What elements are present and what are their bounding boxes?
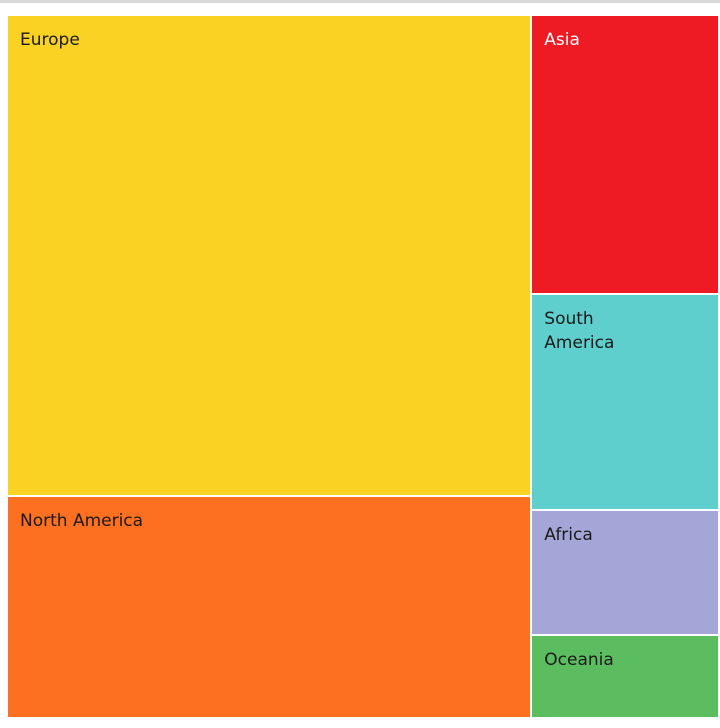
top-divider [0, 0, 720, 3]
tile-label-europe: Europe [20, 30, 80, 50]
tile-europe[interactable]: Europe [7, 15, 532, 496]
tile-south-america[interactable]: South America [531, 293, 719, 511]
tile-label-south-america: South America [544, 308, 615, 353]
tile-label-north-america: North America [20, 510, 144, 531]
tile-label-asia: Asia [544, 30, 580, 50]
tile-label-africa: Africa [544, 525, 593, 546]
tile-africa[interactable]: Africa [531, 510, 719, 636]
tile-label-oceania: Oceania [544, 650, 614, 671]
tile-asia[interactable]: Asia [531, 15, 719, 294]
treemap-chart: Europe North America Asia South America … [7, 15, 719, 718]
tile-north-america[interactable]: North America [7, 495, 532, 718]
tile-oceania[interactable]: Oceania [531, 635, 719, 718]
